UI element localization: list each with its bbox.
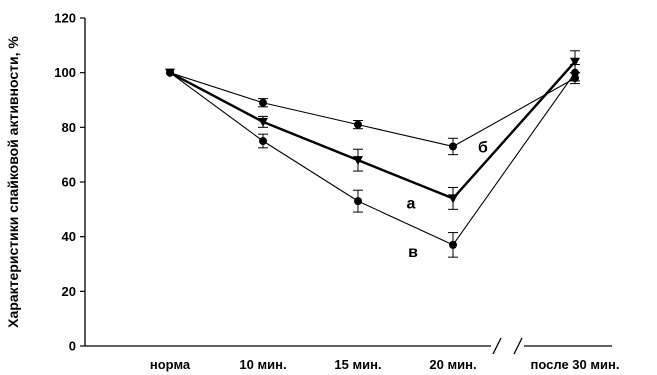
y-tick-label: 40 [62,229,76,244]
x-tick-label: после 30 мин. [531,357,620,372]
data-point [571,68,579,77]
data-point [449,240,457,249]
axis-break-mark-1 [492,337,502,355]
series-line [169,72,576,148]
series-label-а: а [407,195,416,212]
axis-break-mark-2 [513,337,523,355]
data-point [449,142,457,151]
data-point [258,117,268,127]
data-point [570,57,580,67]
data-point [448,194,458,204]
data-point [354,120,362,129]
series-line [169,60,576,200]
data-point [259,137,267,145]
axes [84,18,612,355]
y-tick-label: 120 [54,11,76,26]
y-axis-title: Характеристики спайковой активности, % [5,36,21,328]
x-axis-ticks: норма 10 мин. 15 мин. 20 мин. после 30 мин. [150,357,620,372]
data-point [354,197,362,206]
x-tick-label: 10 мин. [239,357,286,372]
series-б [166,68,580,156]
y-tick-label: 100 [54,65,76,80]
data-point [259,98,267,107]
y-axis-ticks: 0 20 40 60 80 100 120 [54,11,85,354]
y-tick-label: 80 [62,120,76,135]
data-point [353,156,363,166]
x-tick-label: 20 мин. [429,357,476,372]
x-tick-label: норма [150,357,191,372]
plot-area: б а в [165,50,580,261]
data-point [166,68,174,77]
series-line [169,72,576,246]
y-tick-label: 20 [62,284,76,299]
series-а [165,50,580,210]
x-tick-label: 15 мин. [334,357,381,372]
y-tick-label: 0 [69,339,76,354]
series-label-в: в [408,244,418,261]
series-в [166,63,580,258]
series-label-б: б [478,139,488,156]
y-tick-label: 60 [62,175,76,190]
